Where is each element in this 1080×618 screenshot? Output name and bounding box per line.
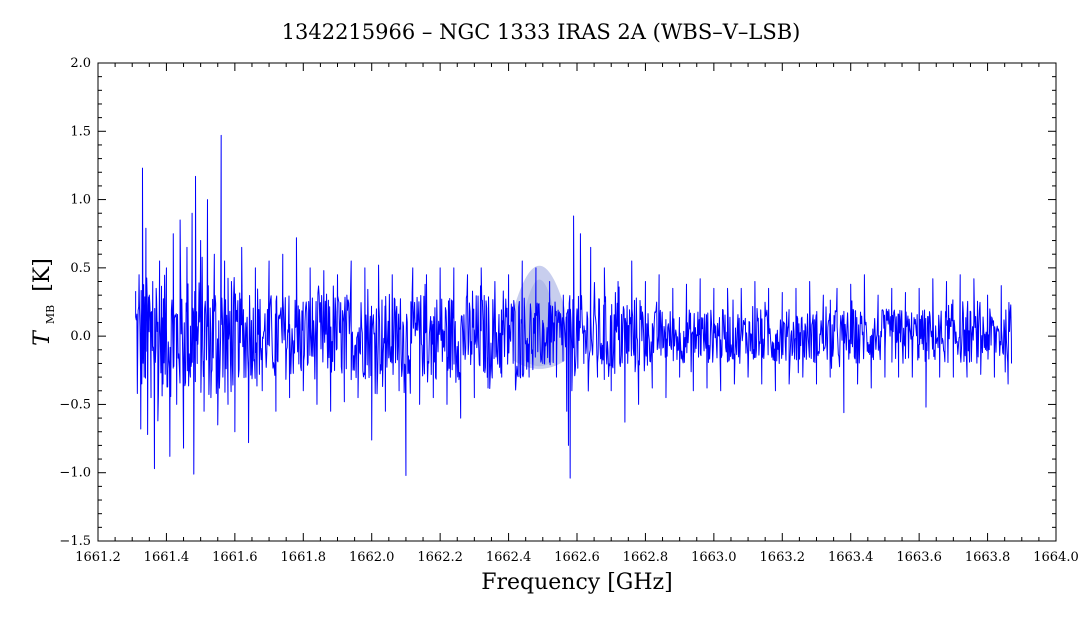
y-axis-label-main: T (30, 329, 55, 346)
x-tick-label: 1663.2 (760, 550, 806, 565)
y-tick-label: −1.0 (59, 466, 91, 481)
x-tick-label: 1663.6 (896, 550, 942, 565)
x-axis-ticks: 1661.2 1661.4 1661.6 1661.8 1662.0 1662.2 1662… (75, 63, 1079, 565)
x-tick-label: 1661.6 (212, 550, 258, 565)
y-axis-ticks: −1.5 −1.0 −0.5 0.0 0.5 1.0 1.5 2.0 (59, 56, 1056, 549)
x-tick-label: 1661.4 (144, 550, 190, 565)
x-tick-label: 1664.0 (1033, 550, 1079, 565)
x-tick-label: 1663.8 (965, 550, 1011, 565)
spectrum-series (135, 134, 1013, 479)
x-tick-label: 1663.4 (828, 550, 874, 565)
y-axis-label: T MB [K] (30, 258, 60, 346)
chart-title: 1342215966 – NGC 1333 IRAS 2A (WBS–V–LSB… (282, 20, 801, 44)
x-tick-label: 1661.2 (75, 550, 121, 565)
y-tick-label: 1.0 (70, 193, 91, 208)
x-tick-label: 1662.8 (623, 550, 669, 565)
y-tick-label: −0.5 (59, 397, 91, 412)
y-tick-label: 2.0 (70, 56, 91, 71)
y-tick-label: 0.0 (70, 329, 91, 344)
y-tick-label: 0.5 (70, 261, 91, 276)
x-tick-label: 1663.0 (691, 550, 737, 565)
x-axis-label: Frequency [GHz] (481, 570, 673, 595)
x-tick-label: 1662.4 (486, 550, 532, 565)
y-tick-label: −1.5 (59, 534, 91, 549)
x-tick-label: 1661.8 (281, 550, 327, 565)
y-axis-label-subscript: MB (44, 305, 57, 324)
x-tick-label: 1662.2 (417, 550, 463, 565)
svg-text:T MB [K]: T MB [K] (30, 258, 60, 346)
spectrum-line-0 (135, 134, 1013, 479)
y-tick-label: 1.5 (70, 124, 91, 139)
y-axis-label-unit: [K] (30, 258, 55, 292)
x-tick-label: 1662.0 (349, 550, 395, 565)
x-tick-label: 1662.6 (554, 550, 600, 565)
